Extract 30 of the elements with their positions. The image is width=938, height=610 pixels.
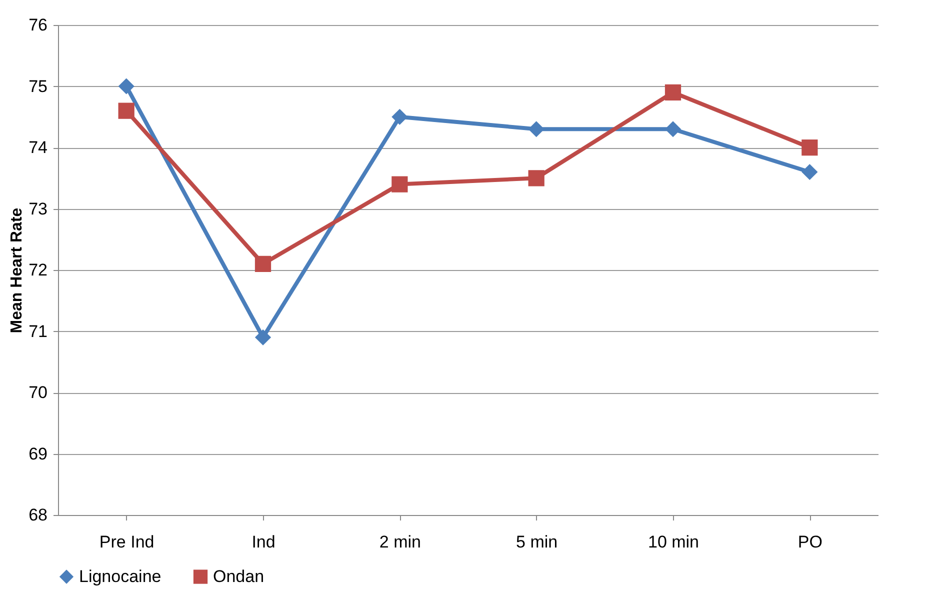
point	[392, 176, 408, 192]
y-tick-label: 76	[28, 16, 48, 34]
y-tick-label: 71	[28, 322, 48, 341]
point	[528, 170, 544, 186]
legend-label: Lignocaine	[79, 566, 162, 586]
point	[802, 139, 818, 156]
y-tick-label: 70	[28, 383, 48, 402]
x-tick-label: Ind	[252, 532, 276, 552]
point	[664, 121, 682, 138]
y-tick-label: 72	[28, 260, 48, 280]
legend-label: Ondan	[213, 566, 264, 586]
y-tick-label: 73	[28, 199, 48, 218]
point	[664, 84, 682, 100]
point	[254, 256, 272, 272]
point	[528, 121, 544, 138]
point	[392, 108, 408, 125]
x-tick-label: 2 min	[379, 532, 421, 552]
point	[118, 102, 134, 119]
y-tick-label: 68	[28, 506, 48, 524]
y-axis-title: Mean Heart Rate	[8, 208, 26, 334]
y-tick-label: 69	[28, 444, 48, 464]
y-tick-label: 75	[28, 76, 48, 96]
x-tick-label: Pre Ind	[99, 532, 154, 552]
x-tick-label: PO	[798, 532, 822, 552]
point	[254, 329, 272, 346]
x-tick-label: 10 min	[648, 532, 700, 552]
x-tick-label: 5 min	[516, 532, 558, 552]
y-tick-label: 74	[28, 138, 48, 157]
point	[118, 78, 134, 94]
point	[802, 164, 818, 180]
